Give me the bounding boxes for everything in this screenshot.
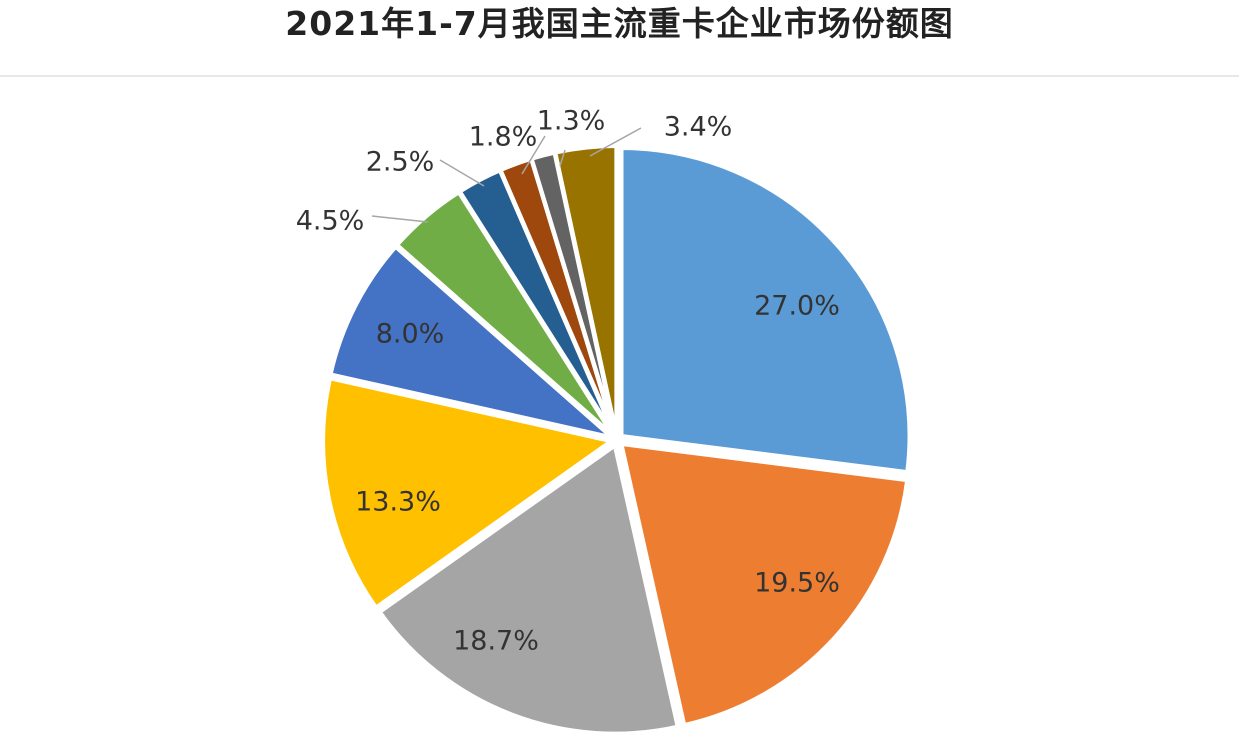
data-label-8: 1.8%	[469, 122, 538, 153]
pie-slice-1	[619, 146, 912, 475]
chart-title: 2021年1-7月我国主流重卡企业市场份额图	[285, 4, 954, 43]
title-divider	[0, 75, 1239, 77]
data-label-7: 2.5%	[366, 147, 435, 178]
leader-line-7	[439, 159, 485, 187]
pie-slice-5	[328, 243, 613, 440]
pie-slice-2	[618, 441, 910, 728]
data-label-9: 1.3%	[537, 106, 606, 137]
data-label-5: 8.0%	[376, 319, 445, 350]
pie-slice-10	[552, 144, 619, 435]
data-label-2: 19.5%	[754, 568, 840, 599]
data-label-6: 4.5%	[296, 206, 365, 237]
leader-line-9	[559, 149, 566, 167]
leader-line-6	[371, 215, 429, 223]
data-label-1: 27.0%	[754, 291, 840, 322]
leader-line-10	[589, 127, 642, 157]
data-label-10: 3.4%	[664, 112, 733, 143]
pie-slice-3	[376, 442, 681, 736]
pie-slice-4	[321, 375, 616, 611]
leader-line-8	[521, 135, 546, 175]
data-label-4: 13.3%	[355, 487, 441, 518]
data-label-3: 18.7%	[453, 626, 539, 657]
